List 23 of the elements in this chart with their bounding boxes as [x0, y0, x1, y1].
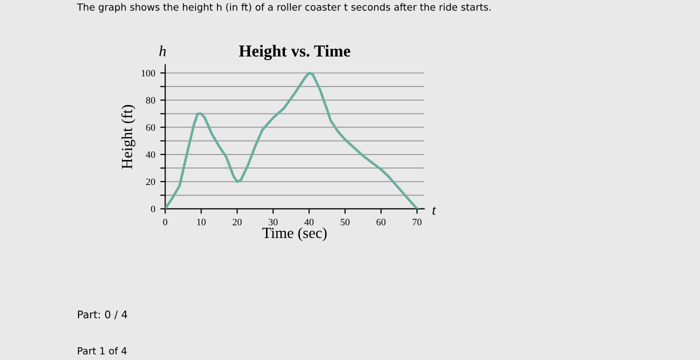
y-tick-label: 20	[146, 178, 156, 186]
x-tick-label: 60	[376, 218, 386, 226]
text: The graph shows the height h (in ft) of a roller coaster t seconds after the ride starts.	[76, 3, 491, 13]
x-tick-label: 10	[197, 218, 206, 226]
y-tick-label: 80	[146, 97, 156, 104]
line-series	[165, 72, 418, 209]
y-tick-label: 60	[146, 124, 156, 131]
text: t	[432, 206, 436, 215]
y-tick-label: 0	[150, 206, 156, 212]
text: Part 1 of 4	[78, 346, 127, 355]
y-axis-title: Height (ft)	[121, 105, 136, 169]
x-tick-label: 20	[232, 218, 242, 226]
x-tick-label: 30	[268, 218, 278, 226]
y-tick-label: 100	[142, 70, 156, 76]
x-tick-label: 50	[340, 218, 350, 226]
x-tick-label: 40	[304, 218, 314, 226]
y-tick-label: 40	[146, 151, 156, 158]
x-tick-label: 70	[412, 218, 422, 226]
text: h	[159, 46, 166, 56]
text: Part: 0 / 4	[78, 310, 128, 320]
x-axis-title: Time (sec)	[262, 227, 327, 242]
chart-title: Height vs. Time	[239, 44, 350, 60]
x-tick-label: 0	[163, 218, 168, 226]
